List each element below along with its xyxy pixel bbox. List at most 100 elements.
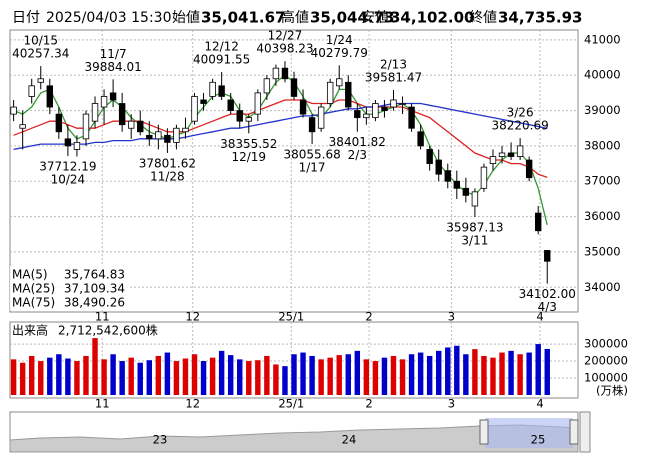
volume-bar	[390, 355, 397, 395]
candle-body	[308, 117, 316, 133]
volume-bar	[426, 355, 433, 395]
moving-average-line	[13, 102, 548, 151]
candle-body	[525, 159, 533, 179]
annotation-price: 35987.13	[446, 221, 503, 235]
volume-unit: (万株)	[596, 384, 628, 398]
volume-bar	[200, 361, 207, 395]
navigator-handle-left[interactable]	[479, 419, 489, 445]
volume-bar	[408, 354, 415, 395]
candle-body	[10, 106, 17, 115]
navigator-scroll[interactable]	[579, 411, 591, 453]
annotation-price: 37712.19	[39, 160, 96, 174]
y-tick-label: 36000	[584, 209, 621, 223]
annotation-price: 34102.00	[519, 287, 576, 301]
volume-bar	[264, 355, 270, 395]
volume-bar	[436, 350, 442, 395]
volume-bar	[128, 357, 134, 395]
annotation-date: 10/15	[23, 34, 58, 48]
legend-name: MA(25)	[12, 282, 55, 296]
candle-body	[254, 92, 262, 115]
volume-tick-label: 200000	[584, 354, 628, 368]
x-tick-label: 12	[185, 310, 200, 324]
volume-tick-label: 300000	[584, 337, 628, 351]
volume-bar	[526, 352, 532, 395]
volume-bar	[490, 357, 496, 395]
volume-bar	[327, 357, 333, 395]
volume-bar	[399, 359, 406, 395]
volume-bar	[472, 349, 478, 395]
candle-body	[64, 138, 72, 147]
y-tick-label: 34000	[584, 280, 621, 294]
volume-bar	[499, 352, 505, 395]
candle-body	[236, 110, 243, 122]
navigator-label: 25	[531, 433, 546, 447]
volume-bar	[454, 345, 460, 395]
y-tick-label: 40000	[584, 68, 621, 82]
candle-body	[227, 99, 234, 111]
volume-bar	[10, 359, 17, 395]
header-field-value: 34,102.00	[390, 9, 474, 27]
candle-body	[426, 149, 433, 164]
volume-bar	[463, 354, 469, 395]
candle-body	[164, 134, 171, 143]
candle-body	[516, 145, 524, 157]
x-tick-label: 25/1	[278, 310, 304, 324]
header-field-value: 35,044.73	[310, 9, 394, 27]
candle-body	[200, 99, 207, 104]
volume-bar	[137, 362, 143, 395]
volume-bar	[246, 361, 252, 395]
volume-bar	[173, 361, 180, 395]
x-tick-label: 11	[95, 310, 110, 324]
candle-body	[480, 166, 488, 189]
volume-bar	[363, 359, 370, 395]
candle-body	[73, 141, 81, 150]
annotation-date: 4/3	[538, 300, 557, 314]
volume-bar	[354, 350, 361, 395]
navigator-selection[interactable]	[485, 418, 573, 448]
candle-body	[399, 103, 406, 105]
volume-bar	[372, 361, 379, 395]
candle-body	[544, 250, 551, 262]
x-tick-label: 12	[185, 397, 200, 411]
volume-title: 出来高	[12, 323, 48, 338]
candle-body	[109, 92, 117, 101]
x-tick-label: 3	[448, 397, 455, 411]
x-tick-label: 4	[536, 397, 543, 411]
annotation-price: 40398.23	[256, 42, 313, 56]
annotation-date: 1/24	[326, 33, 353, 47]
navigator-handle-right[interactable]	[569, 419, 579, 445]
candle-body	[182, 127, 189, 133]
annotation-price: 40091.55	[193, 52, 250, 66]
candle-body	[444, 170, 451, 182]
candle-body	[462, 187, 470, 196]
volume-bar	[74, 361, 80, 395]
volume-bar	[445, 347, 451, 395]
candle-body	[390, 99, 397, 108]
volume-bar	[291, 354, 297, 395]
volume-bar	[535, 344, 541, 395]
annotation-price: 39884.01	[84, 60, 141, 74]
header-field-value: 34,735.93	[498, 9, 582, 27]
volume-tick-label: 100000	[584, 371, 628, 385]
volume-bar	[182, 358, 189, 395]
candle-body	[155, 131, 162, 140]
annotation-price: 39581.47	[365, 71, 422, 85]
candle-body	[507, 152, 515, 157]
candle-body	[37, 78, 44, 83]
candle-body	[100, 96, 108, 108]
candle-body	[91, 103, 99, 122]
annotation-date: 1/17	[299, 160, 326, 174]
annotation-price: 38355.52	[220, 137, 277, 151]
legend-name: MA(75)	[12, 296, 55, 310]
volume-total: 2,712,542,600株	[58, 323, 158, 338]
candle-body	[471, 191, 479, 207]
volume-bar	[282, 366, 288, 395]
moving-average-line	[13, 99, 548, 179]
annotation-date: 2/13	[380, 58, 407, 72]
legend-value: 37,109.34	[64, 282, 125, 296]
volume-bar	[19, 362, 26, 395]
annotation-price: 40257.34	[12, 47, 69, 61]
navigator-label: 23	[153, 433, 168, 447]
x-tick-label: 3	[448, 310, 455, 324]
